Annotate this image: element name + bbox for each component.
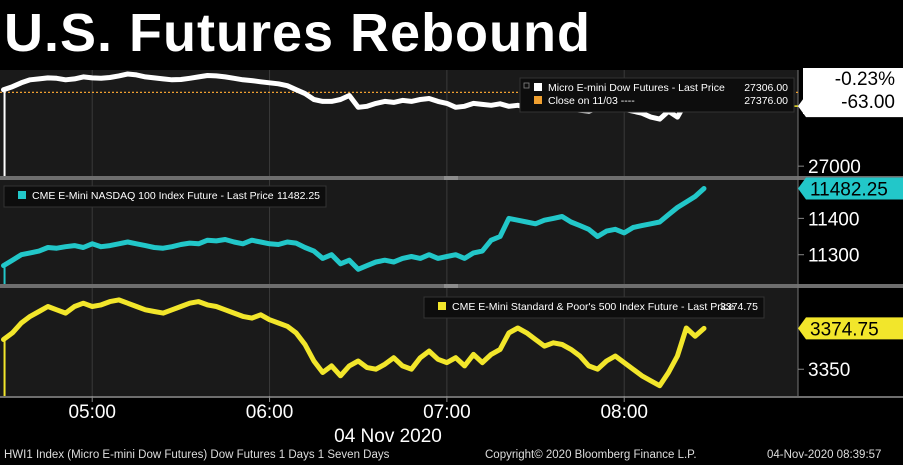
legend-value: 3374.75: [720, 301, 758, 313]
y-tick-label: 11300: [808, 246, 859, 267]
legend-swatch: [534, 96, 542, 104]
panel-dow: 27000 27306.00 -0.23%-63.00 Micro E-mini Do…: [0, 68, 903, 178]
x-tick-label: 07:00: [423, 402, 471, 423]
last-price-tag-label: 11482.25: [810, 179, 888, 200]
net-change-label: -63.00: [841, 92, 895, 113]
change-box: [803, 68, 903, 114]
footer-copyright: Copyright© 2020 Bloomberg Finance L.P.: [485, 449, 697, 461]
series-line: [1, 186, 707, 272]
panel-separator: [0, 176, 903, 180]
last-price-tag: [798, 177, 903, 200]
last-price-tag-label: 3374.75: [810, 319, 879, 340]
footer-security-info: HWI1 Index (Micro E-mini Dow Futures) Do…: [4, 449, 390, 461]
x-tick-label: 06:00: [246, 402, 294, 423]
legend-box: [423, 296, 765, 319]
legend-box: [519, 77, 795, 113]
legend-swatch: [534, 83, 542, 91]
chart-svg: 27000 27306.00 -0.23%-63.00 Micro E-mini Do…: [0, 68, 903, 447]
x-tick-label: 08:00: [600, 402, 648, 423]
series-line: [1, 297, 707, 389]
last-price-tag: [798, 317, 903, 340]
legend-label: Close on 11/03 ----: [548, 95, 635, 107]
x-date-label: 04 Nov 2020: [334, 426, 442, 447]
legend-label: Micro E-mini Dow Futures - Last Price: [548, 82, 725, 94]
y-tick-label: 3350: [808, 360, 850, 381]
panel-separator: [0, 284, 903, 288]
legend-collapse-icon: [523, 82, 530, 89]
legend-value: 11482.25: [277, 190, 320, 202]
percent-change-label: -0.23%: [835, 69, 895, 90]
legend-swatch: [18, 191, 26, 199]
chart-title: U.S. Futures Rebound: [4, 3, 591, 63]
x-tick-label: 05:00: [68, 402, 116, 423]
legend-swatch: [438, 302, 446, 310]
legend-value: 27306.00: [744, 82, 788, 94]
footer-timestamp: 04-Nov-2020 08:39:57: [767, 449, 882, 461]
legend-box: [3, 185, 327, 208]
panel-separator: [0, 396, 903, 398]
legend-value: 27376.00: [744, 95, 788, 107]
footer-bar: HWI1 Index (Micro E-mini Dow Futures) Do…: [0, 448, 903, 465]
y-tick-label: 27000: [808, 157, 861, 178]
legend-label: CME E-Mini Standard & Poor's 500 Index F…: [452, 301, 734, 313]
legend-label: CME E-Mini NASDAQ 100 Index Future - Las…: [32, 190, 274, 202]
y-tick-label: 11400: [808, 209, 859, 230]
